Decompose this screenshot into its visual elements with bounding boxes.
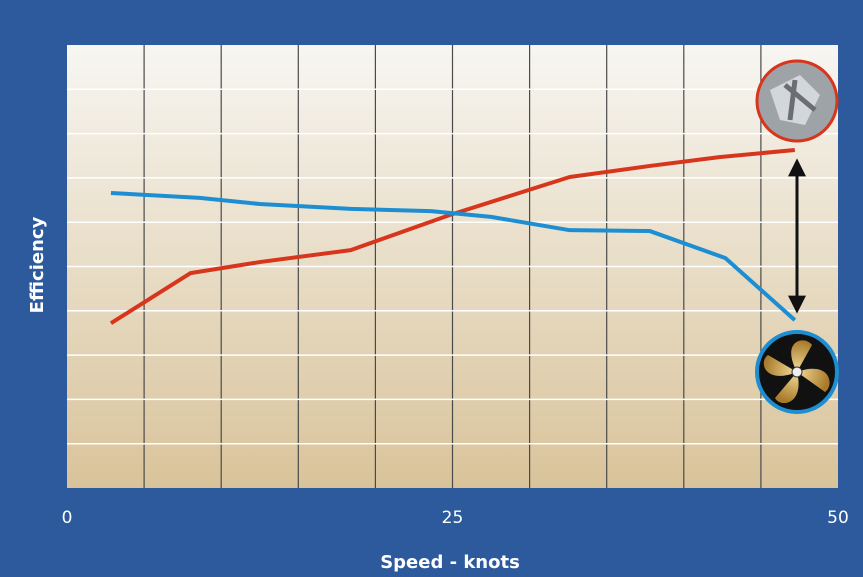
surface-drive-icon [755, 59, 839, 143]
y-axis-label: Efficiency [27, 216, 48, 313]
x-tick-label: 50 [827, 508, 849, 528]
x-tick-label: 25 [442, 508, 464, 528]
series-line [110, 190, 797, 322]
x-axis-label: Speed - knots [380, 552, 520, 573]
propeller-icon [755, 330, 839, 414]
series-line [109, 147, 796, 325]
x-tick-label: 0 [62, 508, 73, 528]
